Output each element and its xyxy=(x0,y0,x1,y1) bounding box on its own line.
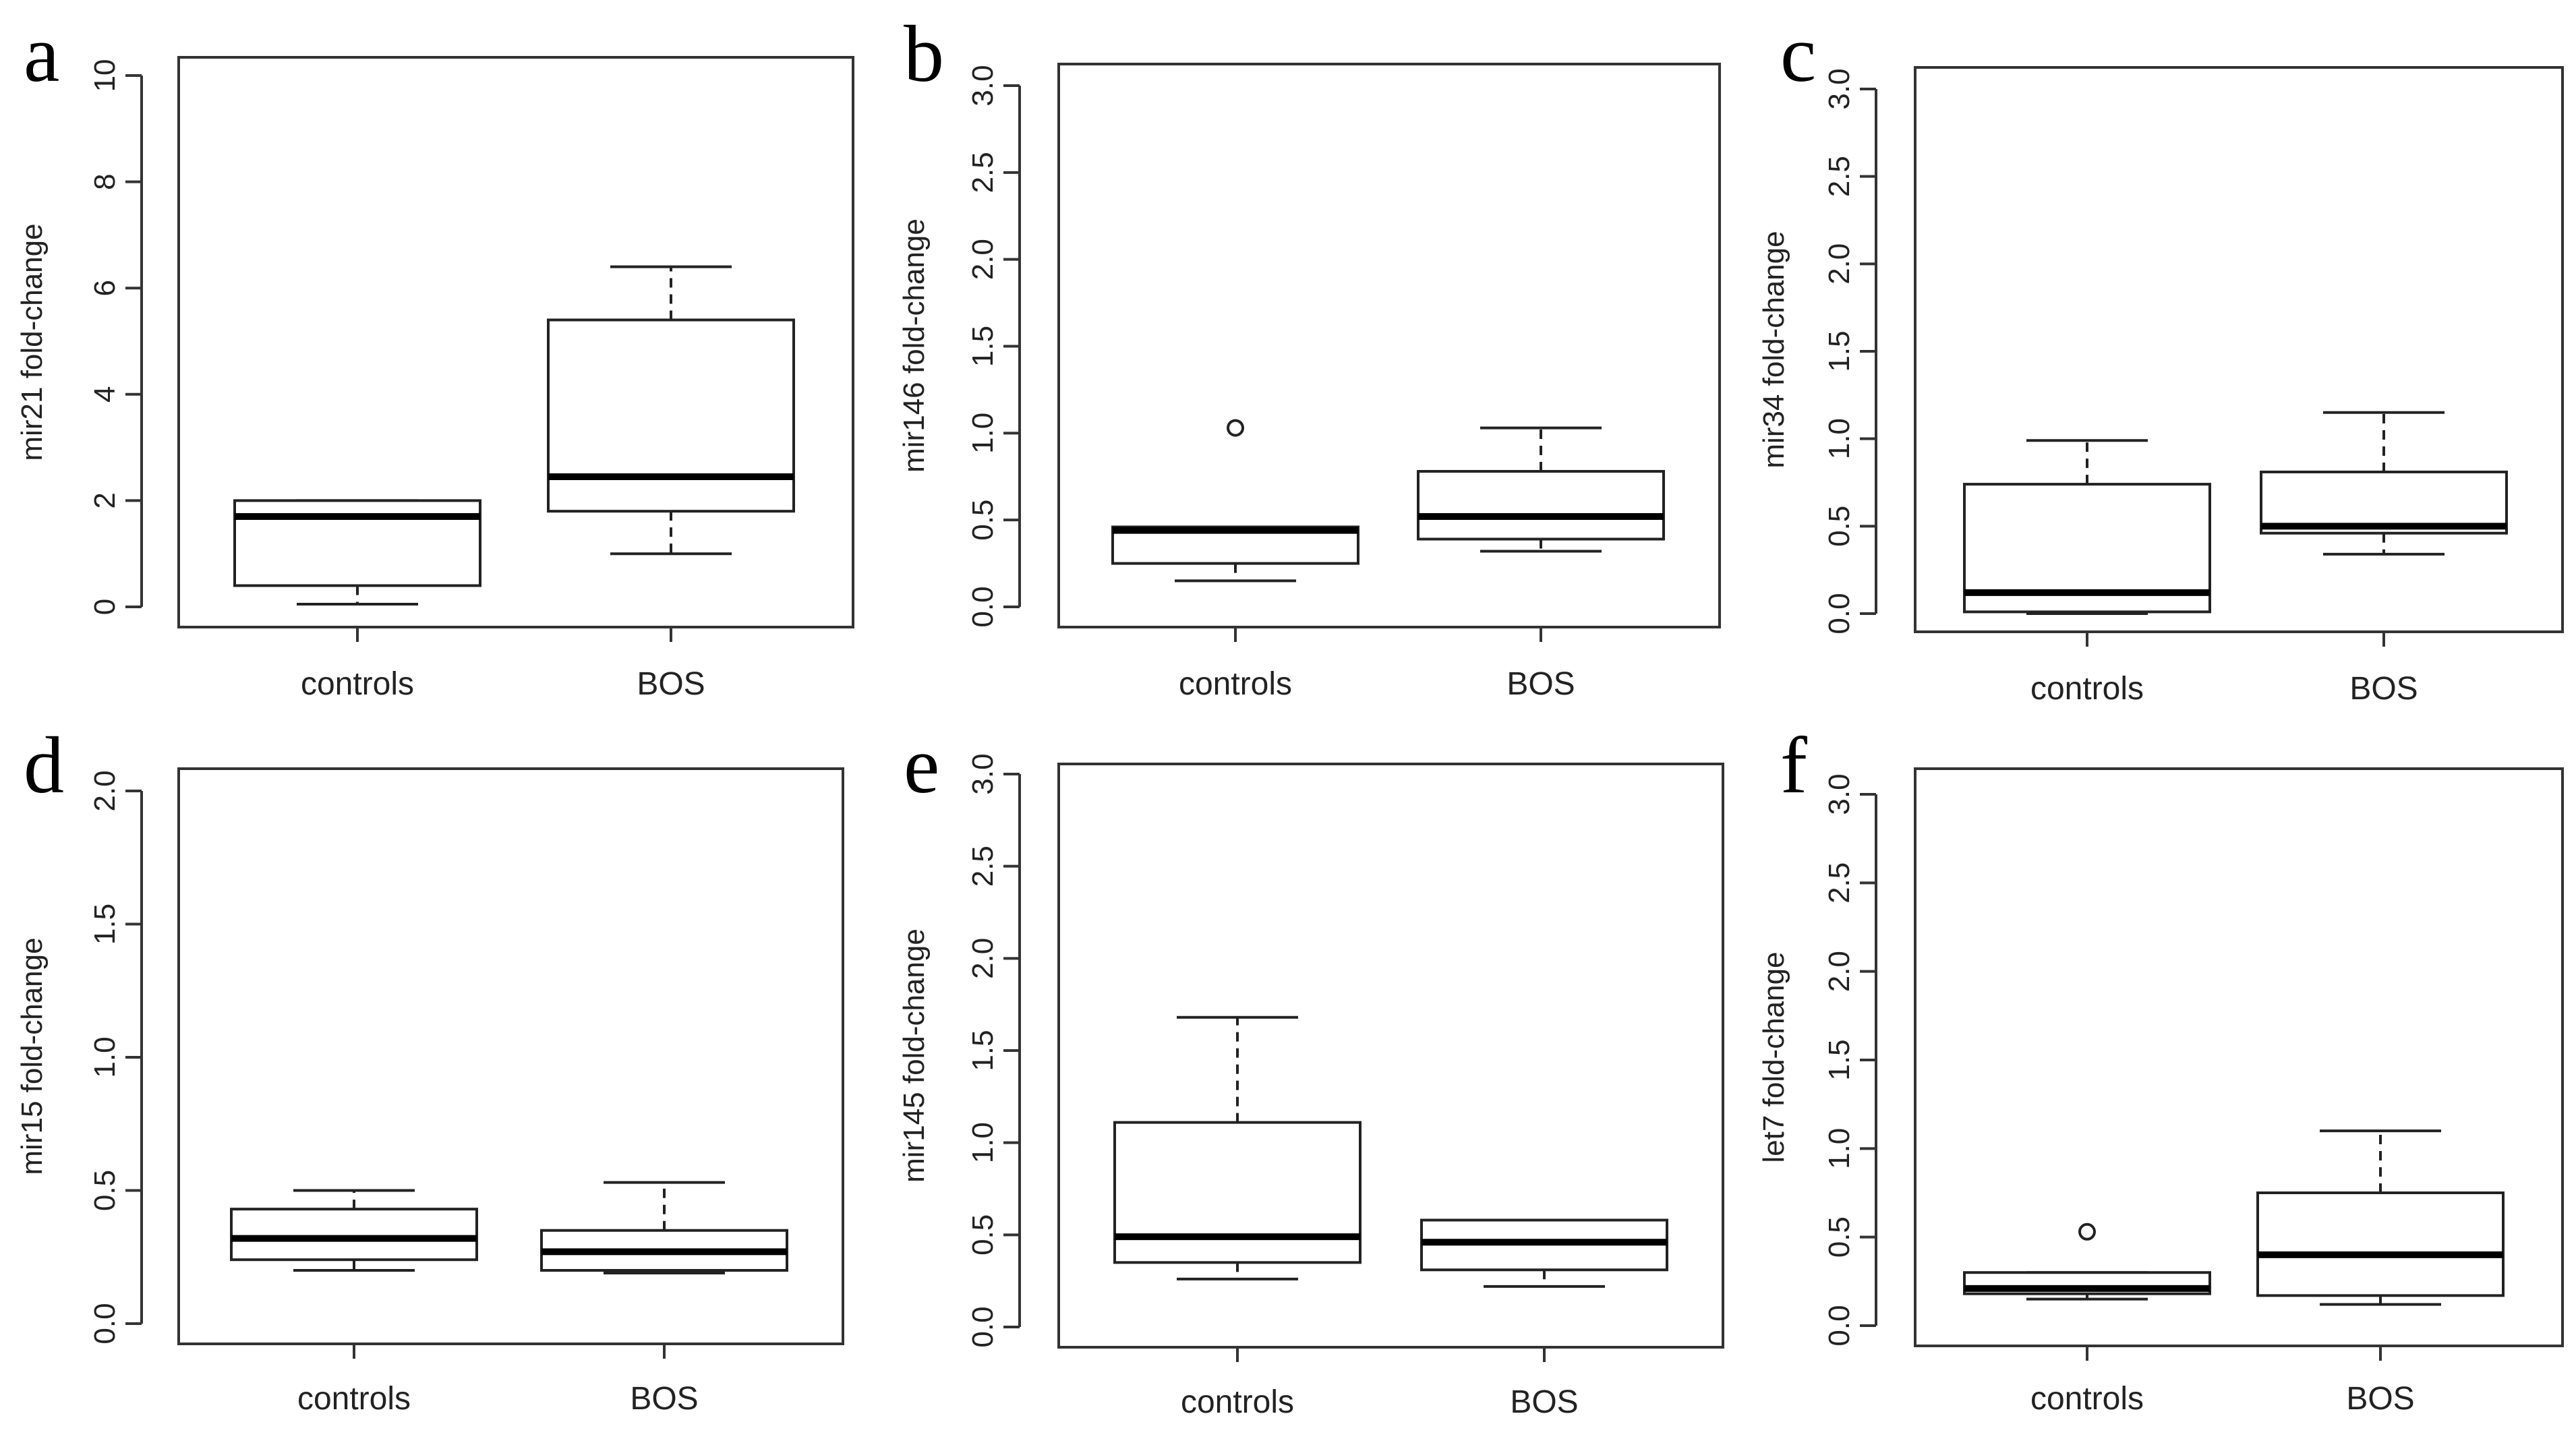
y-tick-label: 1.0 xyxy=(966,413,999,454)
y-tick-label: 8 xyxy=(88,173,121,189)
panel-letter: f xyxy=(1780,720,1807,810)
y-tick-label: 0.0 xyxy=(88,1303,121,1344)
box-bos xyxy=(540,1181,788,1274)
y-tick-label: 2.0 xyxy=(966,239,999,280)
box-controls xyxy=(230,1189,478,1272)
panel-c: 0.0 0.5 1.0 1.5 2.0 2.5 3.0 mir34 fold-change c c… xyxy=(1757,9,2564,707)
y-tick-label: 2.5 xyxy=(966,152,999,193)
y-tick-label: 3.0 xyxy=(966,65,999,106)
y-tick-label: 2.0 xyxy=(1823,243,1856,285)
iqr-box xyxy=(230,1208,478,1262)
y-tick-label: 0.0 xyxy=(1823,593,1856,634)
y-tick-label: 0.0 xyxy=(1823,1305,1856,1346)
box-bos xyxy=(2256,1129,2505,1306)
x-category-label: controls xyxy=(297,1381,411,1417)
box-controls xyxy=(1963,439,2211,615)
y-axis-title: mir146 fold-change xyxy=(898,218,931,473)
y-tick-label: 4 xyxy=(88,386,121,403)
iqr-box xyxy=(1113,1121,1362,1264)
y-tick-label: 1.0 xyxy=(1823,1128,1856,1169)
y-tick-label: 2.5 xyxy=(1823,862,1856,904)
panel-d: 0.0 0.5 1.0 1.5 2.0 mir15 fold-change d control… xyxy=(16,720,844,1417)
y-tick-label: 1.5 xyxy=(1823,330,1856,372)
x-category-label: BOS xyxy=(1506,666,1575,702)
panel-letter: c xyxy=(1780,9,1816,98)
y-tick-label: 2.0 xyxy=(1823,951,1856,992)
y-tick-label: 0.5 xyxy=(1823,506,1856,547)
box-bos xyxy=(2260,411,2508,556)
y-tick-label: 1.0 xyxy=(1823,418,1856,459)
x-category-label: controls xyxy=(1179,666,1292,702)
box-controls xyxy=(1111,419,1359,583)
iqr-box xyxy=(2256,1191,2505,1297)
box-controls xyxy=(233,499,481,606)
panel-letter: a xyxy=(24,9,59,98)
iqr-box xyxy=(1417,470,1665,541)
y-tick-label: 0.0 xyxy=(966,1306,999,1347)
x-category-label: controls xyxy=(2030,671,2144,707)
x-category-label: controls xyxy=(301,666,414,702)
panel-letter: b xyxy=(904,9,944,98)
y-tick-label: 6 xyxy=(88,280,121,296)
panel-a: 0 2 4 6 8 10 mir21 fold-change a controls BOS xyxy=(16,9,854,702)
panel-letter: d xyxy=(24,720,64,810)
box-controls xyxy=(1963,1222,2211,1301)
y-tick-label: 0 xyxy=(88,599,121,615)
x-category-label: BOS xyxy=(2349,671,2418,707)
y-tick-label: 0.5 xyxy=(1823,1216,1856,1258)
y-tick-label: 2.5 xyxy=(1823,156,1856,197)
x-category-label: BOS xyxy=(630,1381,698,1417)
box-bos xyxy=(1417,426,1665,553)
box-bos xyxy=(1420,1218,1668,1288)
panel-b: 0.0 0.5 1.0 1.5 2.0 2.5 3.0 mir146 fold-change b… xyxy=(898,9,1721,702)
y-axis-title: mir145 fold-change xyxy=(898,928,931,1183)
outlier-point xyxy=(1227,419,1244,437)
iqr-box xyxy=(547,318,795,513)
box-bos xyxy=(547,265,795,556)
y-tick-label: 1.0 xyxy=(966,1122,999,1163)
y-axis-title: mir34 fold-change xyxy=(1757,231,1790,468)
x-category-label: controls xyxy=(2030,1381,2144,1417)
y-tick-label: 10 xyxy=(88,59,121,92)
y-tick-label: 1.5 xyxy=(966,1030,999,1071)
y-tick-label: 3.0 xyxy=(1823,68,1856,109)
y-axis-title: let7 fold-change xyxy=(1757,951,1790,1162)
y-axis-title: mir21 fold-change xyxy=(16,223,49,461)
panel-letter: e xyxy=(904,720,939,810)
y-tick-label: 0.5 xyxy=(88,1170,121,1211)
x-category-label: controls xyxy=(1181,1384,1294,1420)
y-axis-title: mir15 fold-change xyxy=(16,937,49,1175)
y-tick-label: 2.0 xyxy=(966,938,999,979)
panel-e: 0.0 0.5 1.0 1.5 2.0 2.5 3.0 mir145 fold-change e… xyxy=(898,720,1724,1420)
x-category-label: BOS xyxy=(1510,1384,1578,1420)
y-tick-label: 1.0 xyxy=(88,1036,121,1078)
y-tick-label: 1.5 xyxy=(88,904,121,945)
x-category-label: BOS xyxy=(2346,1381,2414,1417)
box-controls xyxy=(1113,1015,1362,1280)
y-tick-label: 3.0 xyxy=(1823,773,1856,815)
y-tick-label: 0.5 xyxy=(966,500,999,541)
y-tick-label: 2.0 xyxy=(88,770,121,811)
y-tick-label: 2.5 xyxy=(966,846,999,887)
y-tick-label: 0.0 xyxy=(966,586,999,627)
outlier-point xyxy=(2078,1222,2096,1241)
x-category-label: BOS xyxy=(637,666,705,702)
panel-f: 0.0 0.5 1.0 1.5 2.0 2.5 3.0 let7 fold-change f co… xyxy=(1757,720,2564,1417)
y-tick-label: 1.5 xyxy=(966,326,999,367)
y-tick-label: 3.0 xyxy=(966,753,999,794)
y-tick-label: 0.5 xyxy=(966,1214,999,1256)
y-tick-label: 2 xyxy=(88,492,121,508)
y-tick-label: 1.5 xyxy=(1823,1039,1856,1080)
